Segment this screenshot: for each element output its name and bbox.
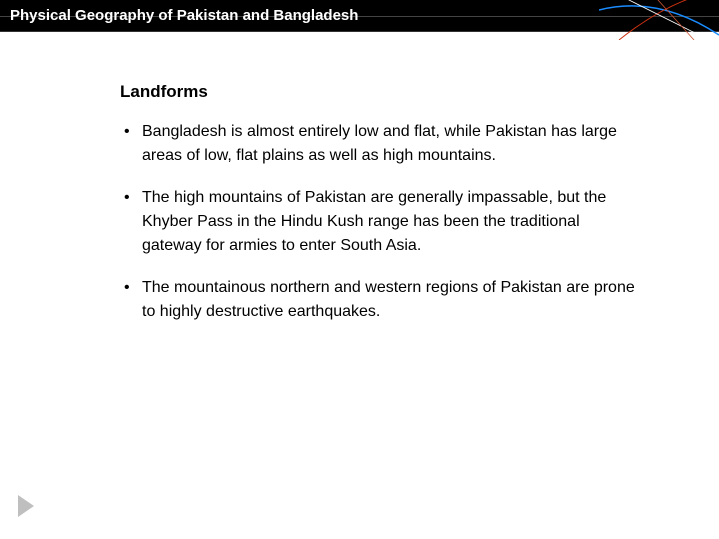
slide-header: Physical Geography of Pakistan and Bangl… bbox=[0, 0, 719, 32]
bullet-item: Bangladesh is almost entirely low and fl… bbox=[120, 120, 639, 168]
section-heading: Landforms bbox=[120, 82, 639, 102]
bullet-list: Bangladesh is almost entirely low and fl… bbox=[120, 120, 639, 324]
next-slide-arrow-icon[interactable] bbox=[18, 495, 34, 517]
header-arc-decoration bbox=[599, 0, 719, 40]
bullet-item: The high mountains of Pakistan are gener… bbox=[120, 186, 639, 258]
bullet-item: The mountainous northern and western reg… bbox=[120, 276, 639, 324]
slide-content: Landforms Bangladesh is almost entirely … bbox=[0, 32, 719, 324]
slide-title: Physical Geography of Pakistan and Bangl… bbox=[10, 7, 358, 24]
